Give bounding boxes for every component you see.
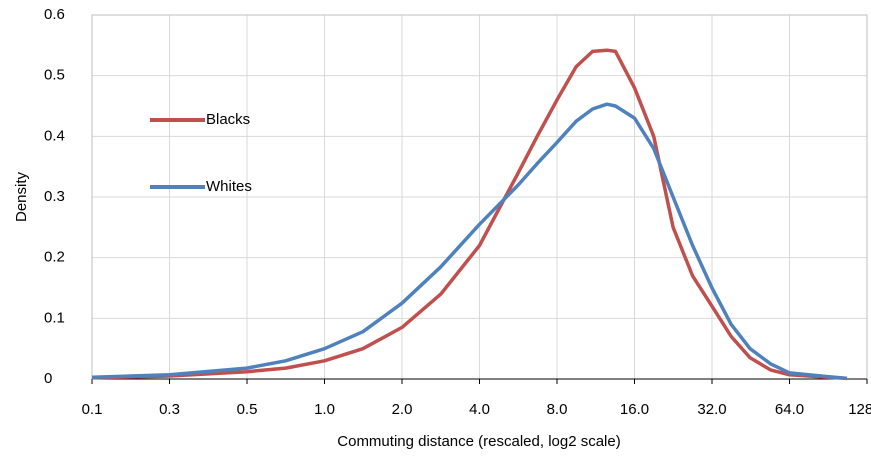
x-tick-label: 64.0 [775,401,804,418]
series-line [91,48,848,381]
y-tick-label: 0.4 [44,127,65,144]
y-tick-label: 0.2 [44,249,65,266]
y-tick-label: 0.5 [44,67,65,84]
x-tick-label: 0.5 [237,401,258,418]
x-tick-label: 0.3 [159,401,180,418]
x-tick-label: 32.0 [697,401,726,418]
y-tick-label: 0.3 [44,188,65,205]
x-tick-label: 1.0 [314,401,335,418]
grid [91,14,868,380]
x-tick-label: 2.0 [392,401,413,418]
x-tick-label: 8.0 [547,401,568,418]
x-tick-label: 0.1 [82,401,103,418]
y-tick-label: 0.1 [44,309,65,326]
y-axis-label: Density [13,171,30,222]
x-tick-label: 128.0 [848,401,871,418]
legend-label: Blacks [206,111,250,128]
x-tick-label: 4.0 [469,401,490,418]
y-tick-label: 0.6 [44,6,65,23]
x-axis-label: Commuting distance (rescaled, log2 scale… [337,433,620,450]
x-tick-label: 16.0 [620,401,649,418]
y-tick-label: 0 [44,370,52,387]
legend-label: Whites [206,178,252,195]
series-line [91,102,848,381]
